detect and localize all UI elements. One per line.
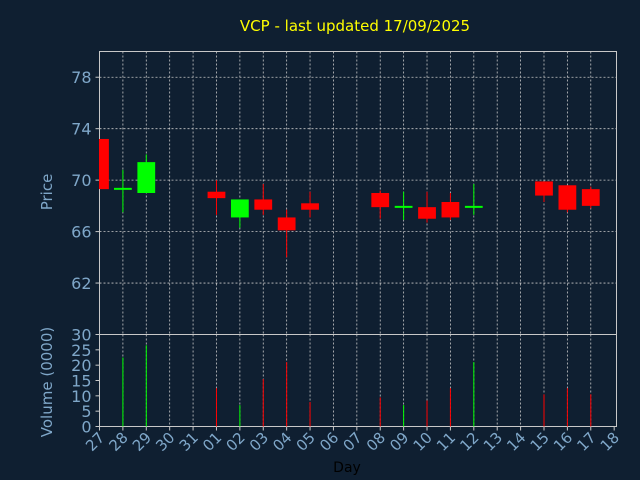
volume-panel-frame — [99, 334, 617, 427]
x-tick-label: 15 — [527, 429, 553, 455]
candle-body — [100, 138, 109, 190]
volume-bars — [122, 345, 592, 427]
candle-body — [207, 191, 226, 199]
candle-body — [558, 185, 577, 210]
volume-y-tick-label: 5 — [81, 402, 91, 421]
candle-body — [277, 217, 296, 231]
volume-y-tick-label: 15 — [71, 372, 91, 391]
x-tick-label: 17 — [573, 429, 599, 455]
x-tick-label: 11 — [433, 429, 459, 455]
price-axis-label: Price — [38, 174, 56, 211]
volume-y-tick-label: 10 — [71, 387, 91, 406]
x-tick-label: 08 — [363, 429, 389, 455]
x-tick-label: 29 — [129, 429, 155, 455]
x-tick-label: 13 — [480, 429, 506, 455]
x-tick-label: 31 — [176, 429, 202, 455]
x-tick-label: 03 — [246, 429, 272, 455]
x-axis-label: Day — [333, 460, 361, 476]
x-tick-label: 05 — [293, 429, 319, 455]
candle-body — [230, 199, 249, 218]
candle-body — [464, 205, 483, 208]
candle-body — [301, 203, 319, 210]
candle-body — [371, 193, 390, 208]
candle-body — [535, 181, 553, 196]
x-tick-label: 30 — [152, 429, 178, 455]
candle-body — [114, 187, 132, 190]
volume-gridlines — [122, 334, 592, 427]
price-y-tick-label: 62 — [71, 274, 91, 293]
volume-y-tick-label: 0 — [81, 418, 91, 437]
x-tick-label: 06 — [316, 429, 342, 455]
x-tick-label: 12 — [456, 429, 482, 455]
candle-body — [394, 205, 413, 208]
chart-title: VCP - last updated 17/09/2025 — [240, 17, 470, 35]
candle-body — [137, 162, 156, 193]
price-y-tick-label: 66 — [71, 223, 91, 242]
volume-y-tick-label: 30 — [71, 326, 91, 345]
price-y-tick-label: 74 — [71, 120, 91, 139]
x-axis: 2728293031010203040506070809101112131415… — [82, 426, 623, 455]
candle-body — [418, 207, 436, 219]
x-tick-label: 02 — [222, 429, 248, 455]
price-y-tick-label: 70 — [71, 171, 91, 190]
x-tick-label: 04 — [269, 429, 295, 455]
x-tick-label: 14 — [503, 429, 529, 455]
x-tick-label: 09 — [386, 429, 412, 455]
candle-body — [581, 189, 600, 206]
x-tick-label: 16 — [550, 429, 576, 455]
volume-y-tick-label: 20 — [71, 356, 91, 375]
volume-axis-label: Volume (0000) — [38, 327, 56, 437]
price-y-tick-label: 78 — [71, 68, 91, 87]
x-tick-label: 18 — [597, 429, 623, 455]
candles — [99, 138, 600, 258]
candle-body — [441, 202, 460, 218]
candle-body — [254, 199, 273, 210]
price-y-axis: 62 66 70 74 78 — [71, 68, 100, 293]
volume-y-tick-label: 25 — [71, 341, 91, 360]
x-tick-label: 07 — [339, 429, 365, 455]
x-tick-label: 28 — [105, 429, 131, 455]
x-tick-label: 01 — [199, 429, 225, 455]
x-tick-label: 10 — [410, 429, 436, 455]
